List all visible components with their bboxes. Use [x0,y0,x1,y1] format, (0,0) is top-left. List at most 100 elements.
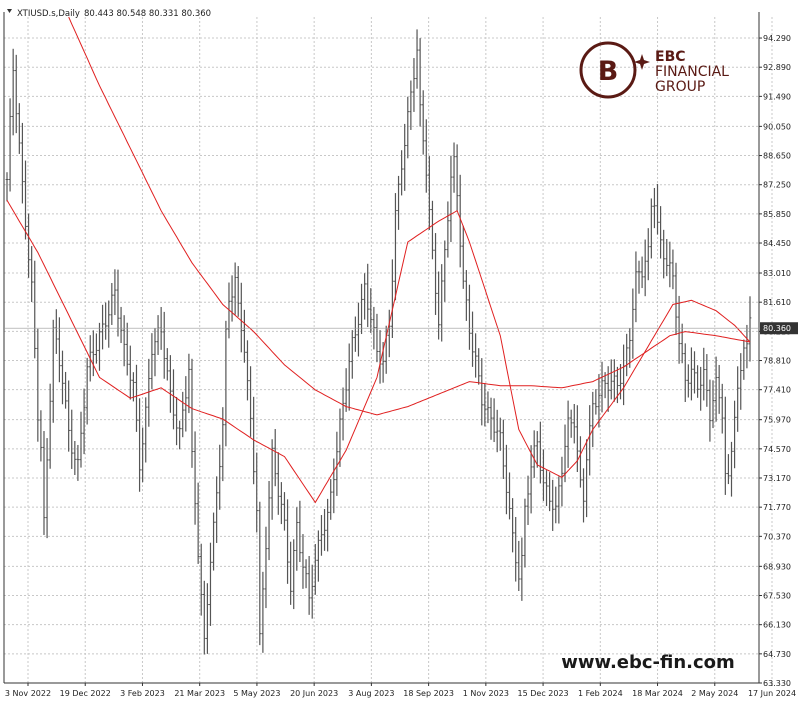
price-bar [551,479,555,531]
price-bar [616,366,619,404]
price-bar [511,498,515,553]
price-bar [350,330,354,379]
price-bar [239,282,243,353]
y-tick-label: 87.250 [763,181,791,190]
price-bar [292,539,296,610]
price-bar [233,262,237,315]
price-bar [252,396,256,485]
price-bar [477,348,481,385]
price-bar [168,355,172,413]
price-bar [286,499,289,584]
price-bar [273,429,277,487]
price-bar [646,228,650,281]
price-bar [569,409,573,438]
price-bar [609,359,613,400]
x-tick-label: 17 Jun 2024 [748,689,796,698]
moving-average-line-2 [68,16,751,416]
y-tick-label: 91.490 [763,92,791,101]
price-bar [17,103,21,154]
price-bar [95,333,98,364]
price-bar [125,322,129,376]
price-bar [468,284,471,350]
price-bar [603,372,607,399]
price-bar [418,38,422,127]
price-bar [415,29,419,89]
price-bar [162,311,166,379]
price-bar [400,150,404,196]
price-bar [132,372,135,402]
price-bar [579,436,582,488]
logo-line3: GROUP [655,79,705,95]
price-bar [76,444,80,481]
price-bar [394,193,397,301]
price-bar [745,324,749,369]
price-bar [45,438,49,539]
price-bar [181,391,185,438]
price-bar [236,266,240,317]
price-bar [455,144,459,212]
price-bar [424,119,428,193]
dropdown-triangle-icon[interactable] [7,9,12,13]
price-bar [727,454,730,485]
current-price-tag [760,322,798,335]
price-bar [662,229,666,279]
price-bar [310,564,314,619]
price-bar [258,501,262,646]
price-bar [489,397,493,440]
price-bar [427,156,431,230]
price-bar [175,396,178,446]
price-bar [653,187,656,229]
y-tick-label: 94.290 [763,34,791,43]
x-tick-label: 1 Feb 2024 [578,689,623,698]
price-bar [193,431,197,525]
price-bar [717,364,721,414]
price-bar [665,238,669,277]
x-tick-label: 2 May 2024 [691,689,738,698]
price-bar [523,498,527,568]
x-tick-label: 15 Dec 2023 [518,689,569,698]
y-tick-label: 68.930 [763,562,791,571]
price-bar [363,273,367,320]
price-bar [520,537,524,601]
x-tick-label: 18 Sep 2023 [403,689,454,698]
price-bar [508,472,511,520]
watermark-url: www.ebc-fin.com [561,652,735,673]
price-bar [742,339,746,380]
price-bar [538,421,542,484]
y-tick-label: 84.450 [763,239,791,248]
price-bar [360,283,363,335]
price-bar [344,368,348,412]
logo-emblem-mark: B [598,56,619,87]
price-bar [696,365,699,398]
price-bar [560,456,564,507]
price-bar [693,351,696,394]
logo-emblem-icon [579,41,637,99]
price-bar [212,512,215,571]
price-bar [397,175,400,230]
price-bar [501,419,505,480]
price-bar [505,444,508,515]
price-bar [492,398,496,443]
price-bar [128,345,132,400]
price-bar [699,366,703,411]
price-bar [582,468,585,523]
price-bar [39,410,43,462]
price-bar [452,142,456,193]
price-bar [205,583,209,654]
price-bar [307,555,311,615]
price-bar [686,364,690,398]
price-bar [566,400,570,468]
price-bar [671,249,675,290]
price-bar [421,90,425,155]
price-bar [597,374,601,428]
y-tick-label: 88.650 [763,152,791,161]
price-bar [461,225,465,289]
price-bar [563,424,567,483]
brand-logo: B EBC FINANCIAL GROUP [579,41,729,99]
price-bar [634,251,638,323]
x-tick-label: 19 Dec 2022 [60,689,111,698]
price-bar [656,183,659,235]
price-bar [495,409,499,453]
